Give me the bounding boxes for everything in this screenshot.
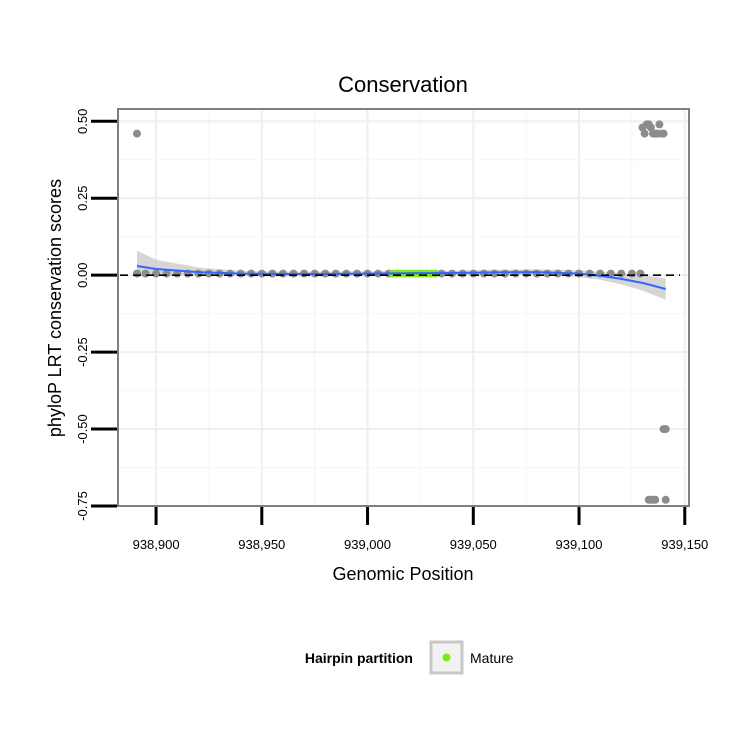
- x-tick-label: 938,900: [133, 537, 180, 552]
- x-axis: 938,900 938,950 939,000 939,050 939,100 939,1…: [133, 507, 708, 552]
- background-point: [141, 269, 150, 278]
- background-point: [646, 123, 655, 132]
- x-tick-label: 939,050: [450, 537, 497, 552]
- y-axis-title: phyloP LRT conservation scores: [45, 179, 65, 437]
- y-tick-label: 0.00: [75, 263, 90, 288]
- y-tick-label: -0.25: [75, 337, 90, 367]
- background-point: [636, 269, 645, 278]
- legend-label-mature: Mature: [470, 650, 514, 666]
- legend-key-mature-dot: [442, 653, 451, 662]
- background-point: [522, 269, 531, 278]
- background-point: [479, 269, 488, 278]
- y-tick-label: 0.50: [75, 109, 90, 134]
- y-tick-label: -0.50: [75, 414, 90, 444]
- background-point: [204, 269, 213, 278]
- background-point: [640, 129, 649, 138]
- plot-border: [117, 108, 690, 507]
- background-point: [617, 269, 626, 278]
- chart-title: Conservation: [338, 72, 468, 97]
- plot-area: 0.50 0.25 0.00 -0.25 -0.50 -0.75 938,900 938,95…: [75, 108, 708, 552]
- legend-title: Hairpin partition: [305, 650, 413, 666]
- background-point: [627, 269, 636, 278]
- legend: Hairpin partition Mature: [305, 640, 514, 675]
- background-point: [194, 269, 203, 278]
- x-tick-label: 939,150: [661, 537, 708, 552]
- x-tick-label: 939,000: [344, 537, 391, 552]
- background-point: [133, 129, 141, 138]
- background-point: [133, 269, 141, 278]
- y-tick-label: 0.25: [75, 186, 90, 211]
- background-point: [543, 269, 552, 278]
- background-point: [511, 269, 520, 278]
- x-axis-title: Genomic Position: [332, 564, 473, 584]
- x-tick-label: 938,950: [238, 537, 285, 552]
- y-tick-label: -0.75: [75, 491, 90, 521]
- background-point: [659, 129, 668, 138]
- background-point: [490, 269, 499, 278]
- background-point: [661, 495, 670, 504]
- y-axis: 0.50 0.25 0.00 -0.25 -0.50 -0.75: [75, 109, 117, 521]
- background-point: [501, 269, 509, 278]
- background-point: [651, 495, 660, 504]
- smooth-trend-line: [136, 265, 666, 290]
- background-point: [152, 269, 161, 278]
- x-tick-label: 939,100: [556, 537, 603, 552]
- background-point: [532, 269, 541, 278]
- background-point: [661, 425, 670, 434]
- plot-panel: [118, 109, 689, 506]
- background-point: [655, 120, 664, 129]
